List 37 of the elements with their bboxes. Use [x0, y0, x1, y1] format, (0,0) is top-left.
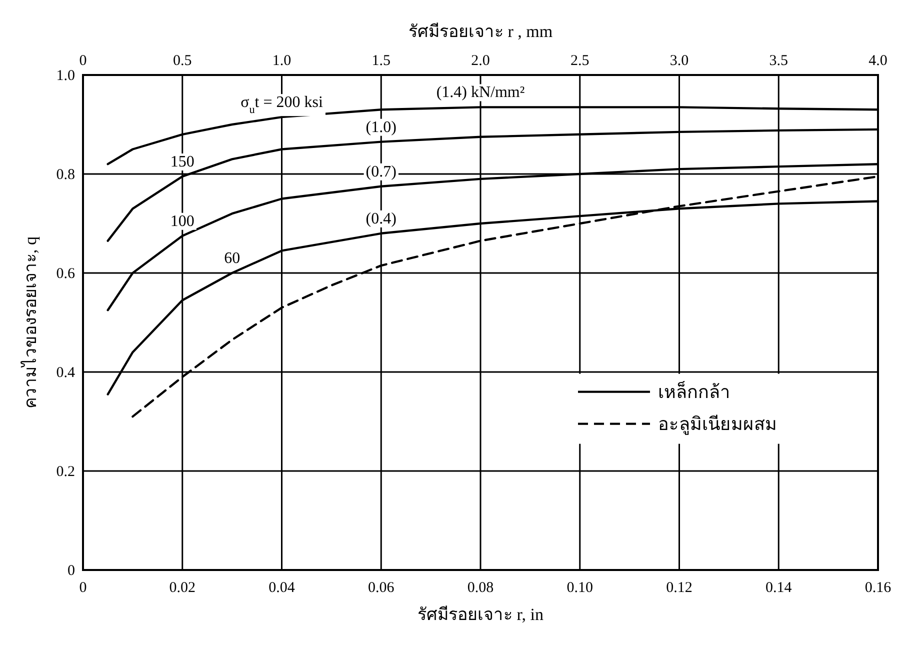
x2-tick-label: 4.0 [868, 53, 888, 69]
x2-axis-title: รัศมีรอยเจาะ r , mm [408, 22, 553, 41]
x2-tick-label: 3.5 [769, 53, 788, 69]
x2-tick-label: 3.0 [670, 53, 689, 69]
x2-tick-label: 1.0 [272, 53, 292, 69]
annotation: 60 [224, 250, 240, 267]
x2-tick-label: 0.5 [173, 53, 192, 69]
y-tick-label: 0.6 [56, 266, 76, 282]
x-tick-label: 0.08 [467, 580, 494, 596]
x-tick-label: 0.04 [268, 580, 296, 596]
x-tick-label: 0.02 [169, 580, 196, 596]
y-tick-label: 0.4 [56, 365, 76, 381]
x2-tick-label: 2.0 [471, 53, 490, 69]
annotation: (0.4) [366, 210, 396, 228]
legend-label: อะลูมิเนียมผสม [658, 414, 777, 435]
y-axis-title: ความไวของรอยเจาะ, q [20, 236, 40, 408]
x-tick-label: 0.10 [566, 580, 593, 596]
annotation: 100 [170, 212, 194, 230]
y-tick-label: 1.0 [56, 68, 75, 84]
x2-tick-label: 1.5 [372, 53, 390, 69]
x-axis-title: รัศมีรอยเจาะ r, in [418, 605, 544, 624]
y-tick-label: 0.2 [56, 464, 75, 480]
annotation: σ$_{u}$t = 200 ksi [240, 94, 324, 116]
y-tick-label: 0.8 [56, 167, 75, 183]
x-tick-label: 0.14 [766, 580, 792, 596]
annotation: (1.0) [366, 118, 396, 136]
x-tick-label: 0 [79, 580, 87, 596]
x2-tick-label: 0 [79, 53, 87, 69]
legend-label: เหล็กกล้า [658, 380, 730, 403]
annotation: 150 [170, 153, 194, 170]
y-tick-label: 0 [68, 563, 75, 579]
annotation: (0.7) [366, 163, 396, 180]
x2-tick-label: 2.5 [570, 53, 590, 69]
x-tick-label: 0.16 [864, 580, 892, 596]
x-tick-label: 0.12 [666, 580, 692, 596]
x-tick-label: 0.06 [368, 580, 395, 596]
annotation: (1.4) kN/mm² [436, 84, 525, 102]
